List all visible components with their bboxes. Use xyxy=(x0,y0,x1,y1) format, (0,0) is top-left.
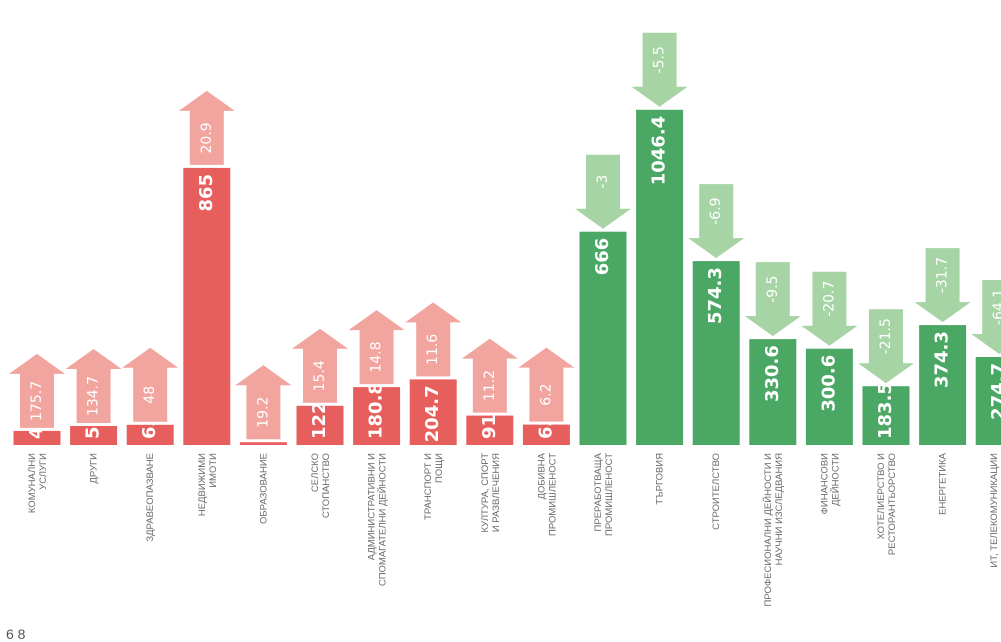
bar-10 xyxy=(579,231,627,445)
up-arrow-icon xyxy=(9,353,65,428)
bar-4 xyxy=(239,442,287,445)
down-arrow-icon xyxy=(801,271,858,346)
category-label: ПРОФЕСИОНАЛНИ ДЕЙНОСТИ ИНАУЧНИ ИЗСЛЕДВАН… xyxy=(762,453,785,607)
up-arrow-icon xyxy=(65,349,122,423)
bar-17 xyxy=(975,357,1001,445)
category-label: ДРУГИ xyxy=(89,453,100,484)
change-label: -64.1 xyxy=(991,289,1001,325)
up-arrow-icon xyxy=(235,365,292,440)
bar-6 xyxy=(353,387,401,445)
bar-11 xyxy=(636,109,684,446)
bar-value-label: 204.7 xyxy=(422,385,443,442)
bar-value-label: 574.3 xyxy=(705,267,726,324)
category-label: ОБРАЗОВАНИЕ xyxy=(258,453,269,524)
change-label: -5.5 xyxy=(652,46,668,73)
category-label: КОМУНАЛНИУСЛУГИ xyxy=(27,453,49,513)
category-label: ИТ, ТЕЛЕКОМУНИКАЦИИИ МЕДИИ xyxy=(989,453,1001,568)
category-label: ДОБИВНАПРОМИШЛЕНОСТ xyxy=(536,452,558,536)
bar-15 xyxy=(862,386,910,445)
change-label: -31.7 xyxy=(935,257,951,293)
category-label: НЕДВИЖИМИИМОТИ xyxy=(197,453,219,516)
change-label: 175.7 xyxy=(29,381,45,421)
bar-value-label: 183.5 xyxy=(875,382,896,439)
up-arrow-icon xyxy=(122,347,179,422)
category-label: ЗДРАВЕОПАЗВАНЕ xyxy=(145,453,156,542)
footer-text: 6 8 xyxy=(6,626,26,642)
change-label: -9.5 xyxy=(765,275,781,302)
down-arrow-icon xyxy=(688,184,745,259)
category-label: ХОТЕЛИЕРСТВО ИРЕСТОРАНТЬОРСТВО xyxy=(876,453,898,555)
category-label: ПРЕРАБОТВАЩАПРОМИШЛЕНОСТ xyxy=(593,452,615,536)
category-label: ФИНАНСОВИДЕЙНОСТИ xyxy=(819,453,841,514)
up-arrow-icon xyxy=(292,328,348,403)
category-label: ЕНЕРГЕТИКА xyxy=(938,452,949,515)
up-arrow-icon xyxy=(178,90,235,165)
bar-value-label: 374.3 xyxy=(932,331,953,388)
bar-2 xyxy=(126,424,174,445)
bar-16 xyxy=(919,325,967,445)
change-label: 6.2 xyxy=(538,383,554,405)
bar-value-label: 666 xyxy=(592,238,613,276)
bar-1 xyxy=(70,426,118,445)
down-arrow-icon xyxy=(744,262,801,337)
bar-3 xyxy=(183,167,231,445)
change-label: -20.7 xyxy=(821,281,837,317)
bar-value-label: 330.6 xyxy=(762,345,783,402)
bar-7 xyxy=(409,379,457,445)
change-label: 15.4 xyxy=(312,360,328,391)
bar-5 xyxy=(296,405,344,445)
down-arrow-icon xyxy=(575,154,631,229)
change-label: -3 xyxy=(595,175,611,189)
change-label: 20.9 xyxy=(199,122,215,153)
up-arrow-icon xyxy=(405,302,462,377)
category-label: СЕЛСКОСТОПАНСТВО xyxy=(310,453,332,518)
bar-value-label: 865 xyxy=(196,174,217,212)
change-label: 134.7 xyxy=(86,376,102,416)
change-label: 48 xyxy=(142,386,158,404)
up-arrow-icon xyxy=(518,347,575,422)
bar-value-label: 300.6 xyxy=(818,355,839,412)
bar-value-label: 274.7 xyxy=(988,363,1001,420)
change-label: 11.6 xyxy=(425,334,441,365)
bar-0 xyxy=(13,430,61,445)
bar-8 xyxy=(466,415,514,445)
bar-14 xyxy=(805,348,853,445)
down-arrow-icon xyxy=(858,309,914,384)
bar-value-label: 180.8 xyxy=(366,382,387,439)
category-label: КУЛТУРА, СПОРТИ РАЗВЛЕЧЕНИЯ xyxy=(480,453,502,533)
category-label: ТЪРГОВИЯ xyxy=(655,453,666,505)
bar-9 xyxy=(522,424,570,445)
down-arrow-icon xyxy=(914,248,971,323)
up-arrow-icon xyxy=(461,338,518,413)
bar-13 xyxy=(749,339,797,445)
bars-layer: 44.159.463.18658.7122.4180.8204.791.963.… xyxy=(13,109,1001,446)
bar-value-label: 1046.4 xyxy=(649,116,670,185)
change-label: -21.5 xyxy=(878,318,894,354)
category-label: ТРАНСПОРТ ИПОЩИ xyxy=(423,453,445,520)
bar-12 xyxy=(692,261,740,445)
category-label: СТРОИТЕЛСТВО xyxy=(711,453,722,530)
change-label: -6.9 xyxy=(708,197,724,224)
change-label: 19.2 xyxy=(255,397,271,428)
category-label: АДМИНИСТРАТИВНИ ИСПОМАГАТЕЛНИ ДЕЙНОСТИ xyxy=(367,453,389,586)
down-arrow-icon xyxy=(631,32,688,107)
change-label: 11.2 xyxy=(482,370,498,401)
up-arrow-icon xyxy=(348,310,405,385)
down-arrow-icon xyxy=(971,280,1001,354)
change-label: 14.8 xyxy=(369,342,385,373)
category-labels-layer: КОМУНАЛНИУСЛУГИ ДРУГИ ЗДРАВЕОПАЗВАНЕ НЕДВИЖ… xyxy=(27,452,1001,606)
arrows-layer: 175.7 134.7 48 20.9 19.2 15.4 14.8 11.6 11.2 6.2 -… xyxy=(9,32,1001,440)
